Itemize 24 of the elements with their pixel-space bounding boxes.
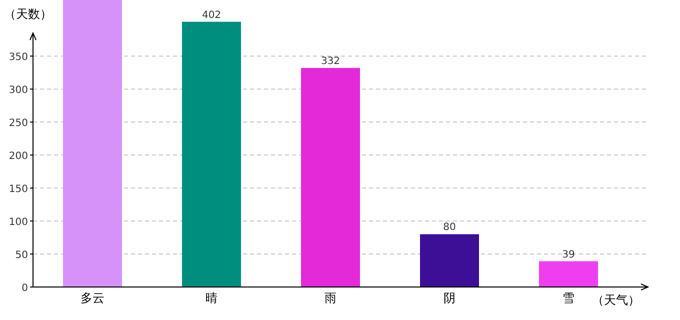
y-axis-title: （天数）: [4, 7, 52, 21]
y-tick-label: 200: [8, 151, 28, 162]
data-label: 332: [320, 56, 340, 67]
y-tick-label: 50: [15, 250, 28, 262]
bar: [420, 234, 479, 287]
y-tick-label: 0: [22, 283, 28, 294]
x-tick-label: 多云: [80, 291, 104, 305]
bar: [301, 68, 360, 287]
y-tick-label: 250: [8, 118, 28, 130]
y-tick-label: 350: [8, 52, 28, 64]
x-axis-title: （天气）: [592, 293, 640, 307]
x-tick-label: 晴: [206, 291, 218, 305]
x-tick-label: 阴: [444, 291, 456, 305]
x-tick-label: 雪: [562, 291, 574, 305]
data-label: 402: [202, 10, 222, 21]
x-tick-label: 雨: [324, 291, 336, 305]
y-tick-label: 150: [8, 184, 28, 196]
y-tick-label: 100: [8, 217, 28, 228]
bar: [63, 0, 122, 287]
data-label: 80: [443, 222, 456, 234]
data-label: 39: [562, 249, 575, 260]
bar: [539, 261, 598, 287]
bar: [182, 22, 241, 287]
y-tick-label: 300: [8, 85, 28, 96]
